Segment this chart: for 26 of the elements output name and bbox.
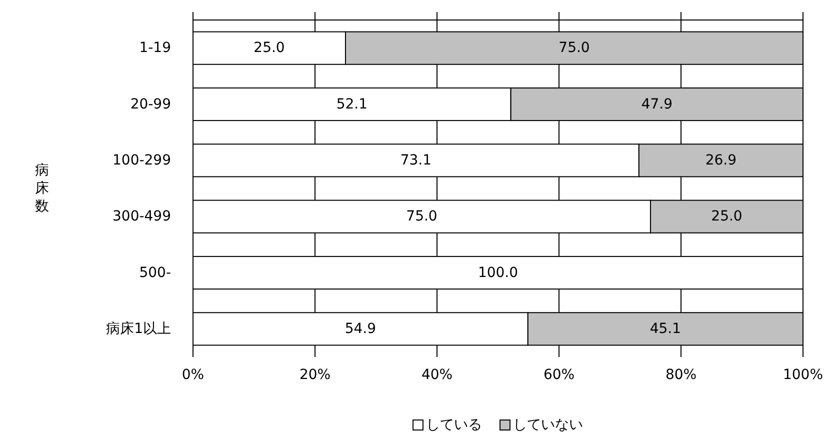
x-tick-label: 100%: [782, 367, 824, 383]
data-label: 75.0: [558, 40, 590, 56]
data-label: 100.0: [478, 264, 518, 281]
data-label: 54.9: [344, 320, 376, 337]
data-label: 45.1: [650, 320, 682, 337]
y-axis-title: 病床数: [35, 162, 49, 214]
x-tick-label: 40%: [421, 367, 453, 383]
data-label: 25.0: [254, 40, 285, 56]
data-label: 75.0: [406, 208, 438, 225]
y-tick-label: 300-499: [112, 208, 171, 225]
data-label: 52.1: [336, 96, 368, 112]
x-tick-label: 0%: [182, 367, 204, 383]
y-tick-label: 病床1以上: [106, 320, 171, 337]
data-label: 26.9: [705, 152, 737, 168]
data-label: 25.0: [711, 208, 742, 225]
x-tick-label: 80%: [665, 367, 697, 383]
data-label: 47.9: [641, 96, 672, 112]
x-tick-label: 60%: [543, 367, 575, 383]
legend-label: している: [426, 417, 482, 433]
y-tick-label: 1-19: [139, 40, 171, 56]
data-label: 73.1: [400, 152, 432, 168]
legend-label: していない: [513, 417, 583, 433]
y-tick-label: 100-299: [112, 152, 171, 168]
y-tick-label: 20-99: [130, 96, 171, 112]
y-tick-label: 500-: [139, 264, 171, 281]
x-tick-label: 20%: [299, 367, 331, 383]
